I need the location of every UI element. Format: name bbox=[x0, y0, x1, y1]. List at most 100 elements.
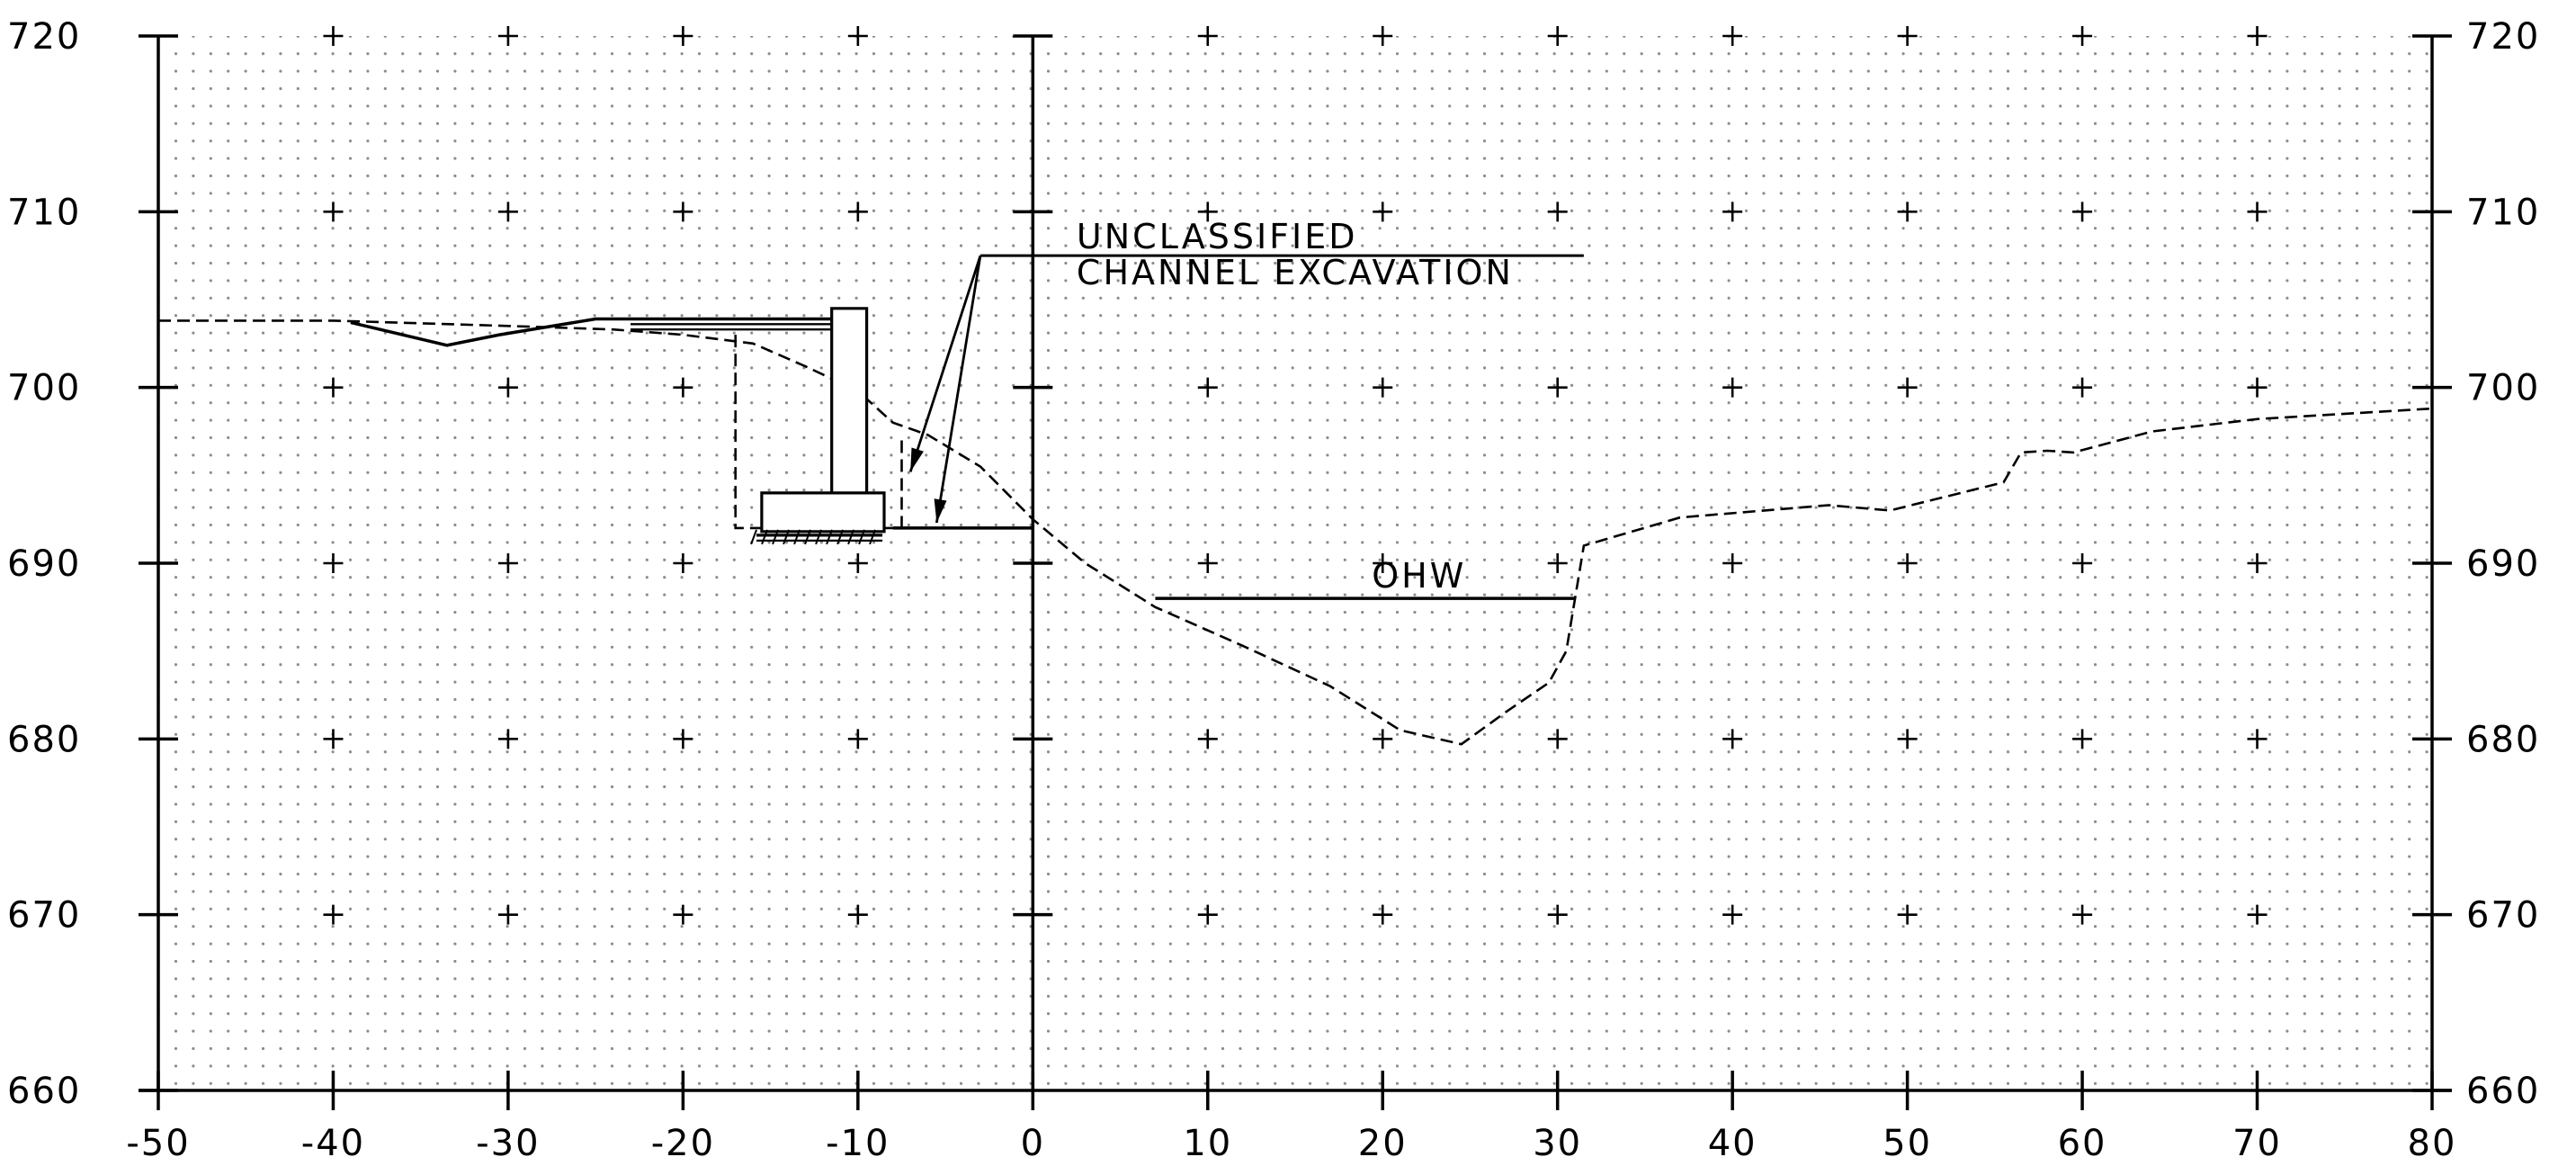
y-tick-label-right: 700 bbox=[2466, 368, 2540, 409]
grid-cross bbox=[497, 553, 518, 573]
y-tick-label-right: 670 bbox=[2466, 895, 2540, 937]
ohw-label: OHW bbox=[1372, 556, 1466, 596]
grid-cross bbox=[673, 377, 693, 398]
grid-cross bbox=[1197, 553, 1218, 573]
grid-cross bbox=[1373, 377, 1393, 398]
grid-cross bbox=[1722, 553, 1743, 573]
x-tick-label: -10 bbox=[826, 1123, 890, 1162]
grid-cross bbox=[2247, 377, 2267, 398]
grid-cross bbox=[2072, 26, 2093, 46]
section-drawing bbox=[158, 307, 2433, 746]
leader-label-line: CHANNEL EXCAVATION bbox=[1077, 253, 1514, 292]
y-tick-label-left: 660 bbox=[7, 1071, 81, 1112]
grid-cross bbox=[1197, 729, 1218, 749]
y-tick-label-left: 700 bbox=[7, 368, 81, 409]
x-tick-label: 80 bbox=[2408, 1123, 2457, 1162]
grid-cross bbox=[1547, 729, 1568, 749]
grid-cross bbox=[2072, 553, 2093, 573]
grid-cross bbox=[1897, 202, 1918, 222]
grid-cross bbox=[2247, 904, 2267, 925]
x-tick-label: 0 bbox=[1021, 1123, 1045, 1162]
grid-cross bbox=[1722, 26, 1743, 46]
x-tick-label: -40 bbox=[301, 1123, 365, 1162]
grid-cross bbox=[1897, 904, 1918, 925]
leader-arrow-line bbox=[935, 255, 982, 524]
hatch-line bbox=[815, 529, 822, 545]
grid-cross bbox=[1897, 729, 1918, 749]
grid-cross bbox=[1373, 904, 1393, 925]
x-tick-label: -50 bbox=[126, 1123, 190, 1162]
x-tick-label: 60 bbox=[2058, 1123, 2107, 1162]
y-tick-label-right: 660 bbox=[2466, 1071, 2540, 1112]
grid-cross bbox=[497, 202, 518, 222]
leader-arrow-line bbox=[908, 255, 982, 472]
y-tick-label-right: 690 bbox=[2466, 543, 2540, 585]
hatch-line bbox=[750, 529, 757, 545]
grid-cross bbox=[2247, 553, 2267, 573]
grid-cross bbox=[673, 904, 693, 925]
y-tick-label-right: 710 bbox=[2466, 192, 2540, 233]
grid-cross bbox=[847, 729, 868, 749]
grid-cross bbox=[323, 553, 344, 573]
grid-cross bbox=[673, 729, 693, 749]
hatch-line bbox=[772, 529, 779, 545]
y-tick-label-right: 680 bbox=[2466, 719, 2540, 760]
grid-cross bbox=[323, 729, 344, 749]
grid-cross bbox=[1197, 377, 1218, 398]
y-tick-label-left: 720 bbox=[7, 16, 81, 58]
grid-cross bbox=[1373, 26, 1393, 46]
leader-arrowhead bbox=[934, 498, 947, 524]
grid-crosses bbox=[323, 26, 2267, 925]
hatch-line bbox=[836, 529, 844, 545]
hatch-line bbox=[869, 529, 876, 545]
grid-cross bbox=[1897, 26, 1918, 46]
grid-cross bbox=[673, 202, 693, 222]
grid-cross bbox=[1373, 729, 1393, 749]
footing-base-hatch bbox=[750, 529, 883, 545]
retaining-wall-footing bbox=[760, 491, 886, 534]
grid-cross bbox=[1197, 904, 1218, 925]
grid-cross bbox=[1547, 377, 1568, 398]
hatch-line bbox=[826, 529, 833, 545]
x-tick-label: 40 bbox=[1708, 1123, 1758, 1162]
grid-cross bbox=[1373, 202, 1393, 222]
x-tick-label: 50 bbox=[1883, 1123, 1932, 1162]
grid-cross bbox=[323, 26, 344, 46]
x-tick-label: 30 bbox=[1533, 1123, 1582, 1162]
grid-cross bbox=[1722, 904, 1743, 925]
grid-cross bbox=[2072, 202, 2093, 222]
y-tick-label-left: 710 bbox=[7, 192, 81, 233]
hatch-line bbox=[858, 529, 865, 545]
x-tick-label: -20 bbox=[651, 1123, 715, 1162]
grid-cross bbox=[1547, 202, 1568, 222]
hatch-line bbox=[847, 529, 854, 545]
leader-label-line: UNCLASSIFIED bbox=[1077, 217, 1358, 256]
x-tick-label: 10 bbox=[1183, 1123, 1232, 1162]
grid-cross bbox=[1547, 904, 1568, 925]
y-tick-label-left: 690 bbox=[7, 543, 81, 585]
retaining-wall-stem bbox=[830, 307, 869, 504]
grid-cross bbox=[1897, 377, 1918, 398]
hatch-line bbox=[793, 529, 801, 545]
grid-cross bbox=[497, 377, 518, 398]
grid-cross bbox=[1722, 202, 1743, 222]
grid-cross bbox=[2247, 202, 2267, 222]
grid-cross bbox=[1197, 202, 1218, 222]
grid-cross bbox=[1547, 553, 1568, 573]
leader-arrowhead bbox=[910, 447, 924, 472]
grid-cross bbox=[673, 26, 693, 46]
grid-cross bbox=[323, 904, 344, 925]
grid-cross bbox=[2247, 26, 2267, 46]
grid-cross bbox=[1373, 553, 1393, 573]
grid-cross bbox=[2247, 729, 2267, 749]
hatch-line bbox=[761, 529, 768, 545]
grid-cross bbox=[847, 202, 868, 222]
grid-cross bbox=[1897, 553, 1918, 573]
hatch-line bbox=[804, 529, 811, 545]
dot-grid-background bbox=[158, 36, 2432, 1090]
grid-cross bbox=[847, 26, 868, 46]
